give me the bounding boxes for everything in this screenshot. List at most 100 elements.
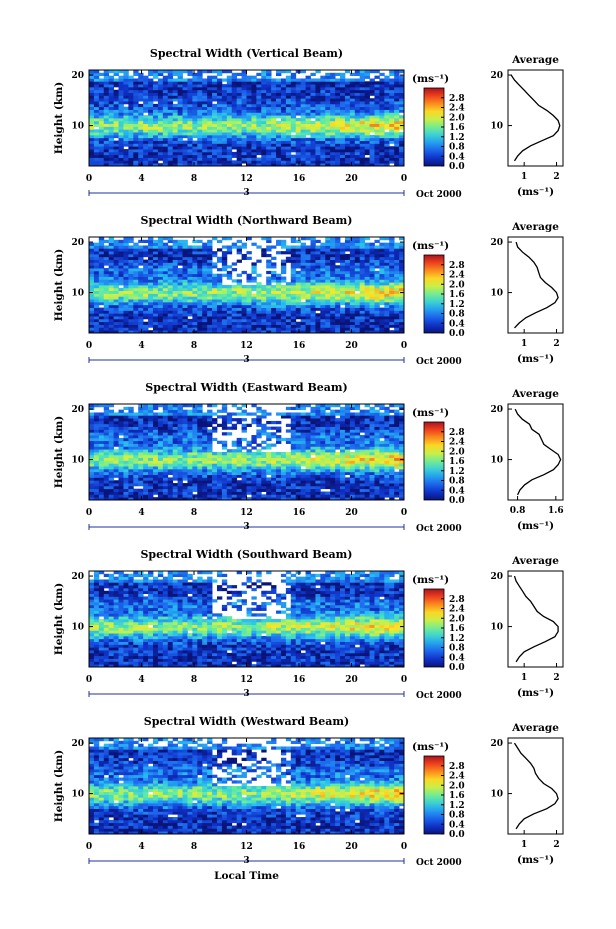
- profile-y-tick-label: 10: [490, 122, 503, 132]
- y-axis-label: Height (km): [53, 82, 65, 154]
- x-tick-label: 12: [240, 508, 253, 518]
- profile-line: [514, 241, 559, 329]
- date-label: Oct 2000: [416, 691, 462, 701]
- y-tick-label: 10: [71, 456, 84, 466]
- y-tick-label: 10: [71, 289, 84, 299]
- colorbar-unit: (ms⁻¹): [412, 741, 449, 753]
- colorbar-tick-label: 0.8: [449, 143, 465, 153]
- y-axis-label: Height (km): [53, 249, 65, 321]
- colorbar-tick-label: 1.6: [449, 457, 465, 467]
- profile-line: [513, 742, 559, 830]
- x-tick-label: 12: [240, 842, 253, 852]
- colorbar-tick-label: 0.0: [449, 162, 465, 172]
- colorbar-tick-label: 0.4: [449, 653, 465, 663]
- colorbar-tick-label: 2.0: [449, 280, 465, 290]
- x-tick-label: 4: [138, 508, 144, 518]
- colorbar-tick-label: 1.6: [449, 624, 465, 634]
- profile-y-tick-label: 20: [490, 238, 503, 248]
- colorbar-tick-label: 0.8: [449, 477, 465, 487]
- profile-line: [514, 408, 562, 496]
- colorbar-tick-label: 0.0: [449, 663, 465, 673]
- profile-line: [510, 74, 561, 162]
- x-tick-label: 0: [401, 675, 407, 685]
- date-marker: 3: [243, 188, 249, 198]
- x-tick-label: 8: [191, 675, 197, 685]
- x-tick-label: 16: [293, 675, 306, 685]
- x-tick-label: 20: [345, 675, 358, 685]
- profile-y-tick-label: 10: [490, 456, 503, 466]
- y-tick-label: 20: [71, 238, 84, 248]
- x-tick-label: 12: [240, 174, 253, 184]
- profile-frame: [507, 236, 564, 334]
- colorbar-tick-label: 2.0: [449, 781, 465, 791]
- x-tick-label: 4: [138, 174, 144, 184]
- profile-x-label: (ms⁻¹): [517, 186, 554, 198]
- x-tick-label: 12: [240, 341, 253, 351]
- profile-y-tick-label: 20: [490, 405, 503, 415]
- x-tick-label: 0: [86, 842, 92, 852]
- colorbar-unit: (ms⁻¹): [412, 73, 449, 85]
- profile-x-tick-label: 2: [553, 840, 559, 850]
- profile-x-tick-label: 1: [521, 172, 527, 182]
- x-tick-label: 0: [401, 842, 407, 852]
- colorbar-tick-label: 2.4: [449, 772, 465, 782]
- profile-title: Average: [511, 388, 559, 400]
- x-tick-label: 0: [86, 508, 92, 518]
- colorbar-tick-label: 0.0: [449, 830, 465, 840]
- x-tick-label: 8: [191, 842, 197, 852]
- colorbar-tick-label: 1.2: [449, 300, 465, 310]
- date-label: Oct 2000: [416, 524, 462, 534]
- colorbar-tick-label: 1.2: [449, 801, 465, 811]
- colorbar-tick-label: 0.0: [449, 496, 465, 506]
- average-profile: Average 20 10 1 2 (ms⁻¹): [490, 555, 564, 699]
- x-tick-label: 20: [345, 842, 358, 852]
- colorbar-tick-label: 0.8: [449, 644, 465, 654]
- y-axis-label: Height (km): [53, 750, 65, 822]
- colorbar-tick-label: 1.2: [449, 634, 465, 644]
- x-tick-label: 20: [345, 341, 358, 351]
- x-tick-label: 20: [345, 174, 358, 184]
- heatmap-cells: [89, 237, 405, 334]
- x-tick-label: 12: [240, 675, 253, 685]
- date-label: Oct 2000: [416, 357, 462, 367]
- y-tick-label: 20: [71, 405, 84, 415]
- x-axis-label: Local Time: [214, 870, 279, 882]
- profile-frame: [507, 570, 564, 668]
- panel-5: Spectral Width (Westward Beam)2010Height…: [53, 715, 564, 868]
- x-tick-label: 8: [191, 341, 197, 351]
- x-tick-label: 4: [138, 341, 144, 351]
- colorbar-unit: (ms⁻¹): [412, 240, 449, 252]
- colorbar-tick-label: 2.4: [449, 605, 465, 615]
- colorbar-tick-label: 1.6: [449, 791, 465, 801]
- x-tick-label: 16: [293, 341, 306, 351]
- colorbar-tick-label: 1.6: [449, 290, 465, 300]
- x-tick-label: 0: [401, 341, 407, 351]
- y-tick-label: 10: [71, 790, 84, 800]
- panel-3: Spectral Width (Eastward Beam) 20 10 Height…: [53, 381, 564, 534]
- profile-y-tick-label: 20: [490, 739, 503, 749]
- colorbar-unit: (ms⁻¹): [412, 407, 449, 419]
- panel-title: Spectral Width (Westward Beam): [144, 715, 349, 728]
- profile-x-tick-label: 0.8: [510, 506, 526, 516]
- profile-x-tick-label: 2: [553, 673, 559, 683]
- x-tick-label: 16: [293, 842, 306, 852]
- profile-x-label: (ms⁻¹): [517, 687, 554, 699]
- date-label: Oct 2000: [416, 190, 462, 200]
- profile-x-tick-label: 2: [553, 339, 559, 349]
- y-axis-label: Height (km): [53, 583, 65, 655]
- panel-1: Spectral Width (Vertical Beam)2010Height…: [53, 47, 564, 200]
- x-tick-label: 16: [293, 508, 306, 518]
- y-axis-label: Height (km): [53, 416, 65, 488]
- profile-title: Average: [511, 54, 559, 66]
- panel-title: Spectral Width (Eastward Beam): [145, 381, 347, 394]
- colorbar-tick-label: 0.4: [449, 152, 465, 162]
- profile-frame: [507, 403, 564, 501]
- heatmap-cells: [89, 404, 405, 501]
- profile-y-tick-label: 10: [490, 623, 503, 633]
- average-profile: Average 20 10 1 2 (ms⁻¹): [490, 221, 564, 365]
- panel-4: Spectral Width (Southward Beam)2010Heigh…: [53, 548, 564, 701]
- heatmap-cells: [89, 70, 405, 167]
- date-marker: 3: [243, 856, 249, 866]
- x-tick-label: 0: [401, 508, 407, 518]
